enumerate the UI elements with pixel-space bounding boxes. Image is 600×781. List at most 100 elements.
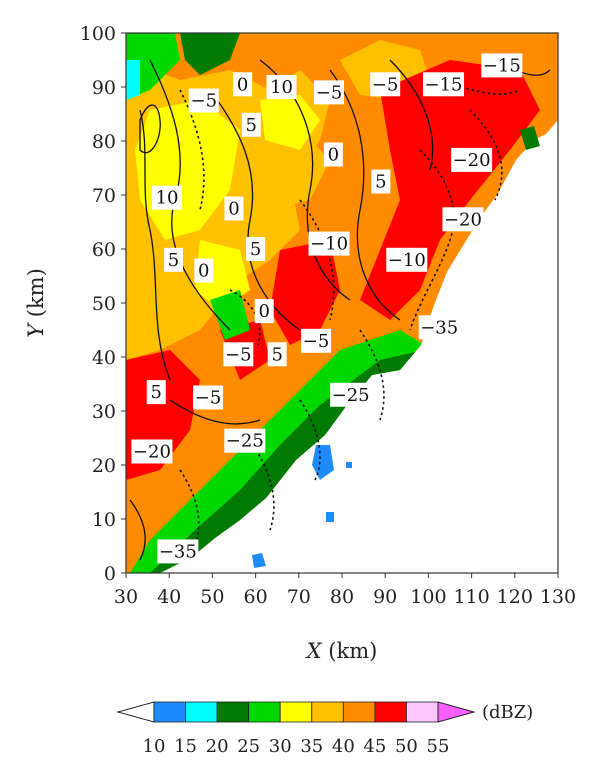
contour-label-box	[451, 147, 493, 172]
colorbar-label: 20	[206, 736, 229, 757]
colorbar-segment	[216, 701, 250, 723]
y-tick-label: 20	[92, 455, 116, 477]
contour-label: 0	[237, 74, 248, 95]
x-tick-label: 90	[373, 586, 397, 608]
contour-label-box	[188, 88, 219, 113]
contour-label-box	[152, 185, 183, 210]
x-tick-label: 70	[287, 586, 311, 608]
colorbar-segment	[311, 701, 344, 723]
colorbar	[116, 701, 476, 723]
contour-dashed-2	[299, 199, 335, 321]
field-15-northwest	[126, 60, 140, 100]
colorbar-segment	[374, 701, 407, 723]
contour-label-box	[131, 439, 173, 464]
field-45-center	[270, 240, 340, 345]
contour-label: −5	[195, 388, 222, 409]
contour-label: −5	[372, 74, 399, 95]
x-tick-label: 60	[244, 586, 268, 608]
colorbar-high-arrow	[437, 701, 476, 723]
contour-label-box	[370, 72, 401, 97]
contour-solid-6	[389, 59, 434, 171]
speckle-blue-2	[252, 553, 266, 568]
field-20-north	[180, 33, 240, 75]
contour-label-box	[233, 72, 253, 97]
x-tick-label: 120	[497, 586, 533, 608]
contour-label: 10	[270, 77, 293, 98]
field-30-center	[260, 95, 320, 150]
colorbar-label: 45	[363, 736, 386, 757]
x-tick-label: 50	[200, 586, 224, 608]
contour-label: 0	[198, 261, 209, 282]
field-25-patch	[210, 290, 250, 340]
contour-label: −15	[483, 55, 521, 76]
y-axis-title-var: Y	[24, 322, 48, 338]
colorbar-segment	[185, 701, 218, 723]
contour-label-box	[386, 247, 428, 272]
contour-label-box	[266, 75, 297, 99]
y-tick-label: 30	[92, 401, 116, 423]
y-axis-title: Y (km)	[24, 268, 48, 338]
contour-label: −20	[133, 442, 171, 463]
contour-dashed-lines	[179, 79, 521, 561]
x-axis-title: X (km)	[305, 639, 378, 663]
contour-label-box	[254, 299, 274, 324]
contour-dashed-1	[179, 89, 205, 211]
y-axis: 0 10 20 30 40 50 60 70 80 90 100	[80, 23, 126, 585]
contour-label-box	[330, 382, 372, 407]
contour-label-box	[371, 169, 391, 194]
contour-label: −25	[226, 431, 264, 452]
colorbar-label: 35	[300, 736, 323, 757]
contour-dashed-10	[229, 289, 261, 346]
contour-label: −10	[310, 234, 348, 255]
contour-solid-10	[129, 499, 146, 561]
colorbar-segment	[279, 701, 313, 723]
contour-dashed-4	[469, 109, 503, 201]
contour-label: −35	[159, 541, 197, 562]
contour-dashed-6	[249, 439, 275, 531]
contour-label: 0	[228, 199, 239, 220]
y-tick-label: 80	[92, 131, 116, 153]
contour-solid-9	[169, 399, 261, 425]
colorbar-label: 25	[237, 736, 260, 757]
colorbar-segment	[248, 701, 281, 723]
contour-dashed-9	[439, 79, 521, 95]
contour-label: −5	[316, 82, 343, 103]
colorbar-unit: (dBZ)	[482, 702, 533, 723]
contour-label-box	[164, 247, 184, 272]
contour-label-box	[308, 231, 350, 256]
contour-label-box	[224, 428, 266, 453]
colorbar-labels: 10 15 20 25 30 35 40 45 50 55	[143, 736, 450, 757]
contour-dashed-3	[409, 149, 455, 331]
y-tick-label: 10	[92, 509, 116, 531]
contour-label-box	[323, 142, 343, 167]
contour-label: −5	[225, 344, 252, 365]
speckle-blue-4	[346, 462, 352, 468]
contour-label: 5	[246, 115, 257, 136]
colorbar-low-arrow	[116, 701, 155, 723]
contour-label-box	[224, 196, 244, 221]
contour-label-box	[157, 539, 199, 564]
contour-label: 10	[156, 188, 179, 209]
y-tick-label: 50	[92, 293, 116, 315]
colorbar-label: 50	[395, 736, 418, 757]
colorbar-label: 30	[269, 736, 292, 757]
contour-label: 5	[375, 172, 386, 193]
contour-label: 5	[151, 382, 162, 403]
contour-label-box	[267, 342, 287, 367]
contour-label: 5	[250, 239, 261, 260]
contour-label-box	[418, 315, 460, 340]
contour-label-box	[314, 80, 345, 105]
y-axis-title-unit: (km)	[24, 268, 48, 324]
contour-label-box	[241, 112, 261, 137]
colorbar-label: 55	[427, 736, 450, 757]
contour-label-box	[481, 53, 523, 78]
contour-label: −5	[303, 331, 330, 352]
contour-label-box	[246, 237, 266, 261]
contour-label: 0	[328, 145, 339, 166]
colorbar-label: 15	[174, 736, 197, 757]
y-tick-label: 60	[92, 239, 116, 261]
contour-label: −10	[388, 250, 426, 271]
contour-label: −35	[420, 317, 458, 338]
